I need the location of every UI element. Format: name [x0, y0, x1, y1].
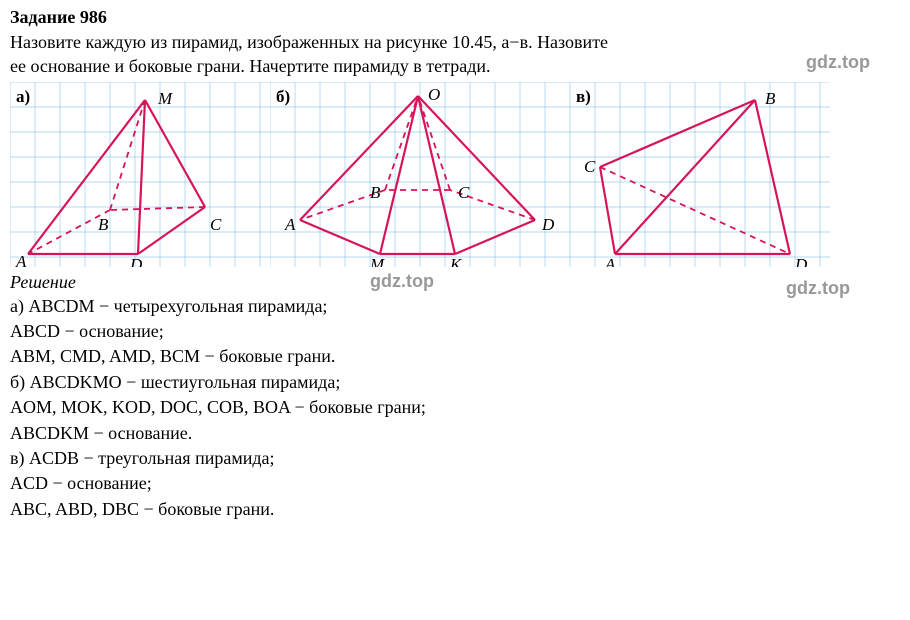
sol-a1: а) ABCDM − четырехугольная пирамида;	[10, 295, 900, 318]
figure-panel-b: б) A B C D K M O	[270, 82, 570, 267]
svg-text:K: K	[449, 255, 463, 267]
sol-a3: ABM, CMD, AMD, BCM − боковые грани.	[10, 345, 900, 368]
panel-label-a: а)	[16, 86, 30, 108]
problem-line-2: ее основание и боковые грани. Начертите …	[10, 56, 490, 76]
svg-text:B: B	[370, 183, 381, 202]
svg-text:D: D	[794, 255, 808, 267]
panel-label-b: б)	[276, 86, 290, 108]
svg-text:D: D	[541, 215, 555, 234]
watermark-top: gdz.top	[806, 51, 870, 74]
grid-a	[10, 82, 270, 267]
task-title: Задание 986	[10, 6, 900, 29]
grid-v	[570, 82, 830, 267]
sol-a2: ABCD − основание;	[10, 320, 900, 343]
svg-text:M: M	[369, 255, 385, 267]
grid-b	[270, 82, 570, 267]
figure-panel-a: а) A B C D M	[10, 82, 270, 267]
figure-b-svg: A B C D K M O	[270, 82, 570, 267]
svg-text:B: B	[98, 215, 109, 234]
sol-v2: ACD − основание;	[10, 472, 900, 495]
sol-v3: ABC, ABD, DBC − боковые грани.	[10, 498, 900, 521]
svg-text:O: O	[428, 85, 440, 104]
pyramid-v: A B C D	[584, 89, 808, 267]
sol-b1: б) ABCDKMO − шестиугольная пирамида;	[10, 371, 900, 394]
solution-header: Решение	[10, 271, 900, 294]
svg-text:D: D	[129, 255, 143, 267]
svg-text:C: C	[210, 215, 222, 234]
pyramid-b: A B C D K M O	[284, 85, 555, 267]
sol-b3: ABCDKM − основание.	[10, 422, 900, 445]
figures-row: а) ABCDM б) ABCDKMO в) ABCD gdz.top	[10, 82, 900, 267]
svg-text:A: A	[284, 215, 296, 234]
solution-block: gdz.top Решение а) ABCDM − четырехугольн…	[10, 271, 900, 521]
problem-line-1: Назовите каждую из пирамид, изображенных…	[10, 32, 608, 52]
svg-text:B: B	[765, 89, 776, 108]
problem-text: Назовите каждую из пирамид, изображенных…	[10, 31, 900, 78]
figure-a-svg: A B C D M	[10, 82, 270, 267]
sol-v1: в) ACDB − треугольная пирамида;	[10, 447, 900, 470]
figure-panel-v: в) A B C D	[570, 82, 830, 267]
figure-v-svg: A B C D	[570, 82, 830, 267]
page-container: Задание 986 Назовите каждую из пирамид, …	[0, 0, 910, 529]
panel-label-v: в)	[576, 86, 591, 108]
svg-text:A: A	[604, 255, 616, 267]
svg-text:C: C	[458, 183, 470, 202]
svg-text:A: A	[15, 252, 27, 267]
svg-text:C: C	[584, 157, 596, 176]
sol-b2: AOM, MOK, KOD, DOC, COB, BOA − боковые г…	[10, 396, 900, 419]
svg-text:M: M	[157, 89, 173, 108]
pyramid-a: A B C D M	[15, 89, 222, 267]
